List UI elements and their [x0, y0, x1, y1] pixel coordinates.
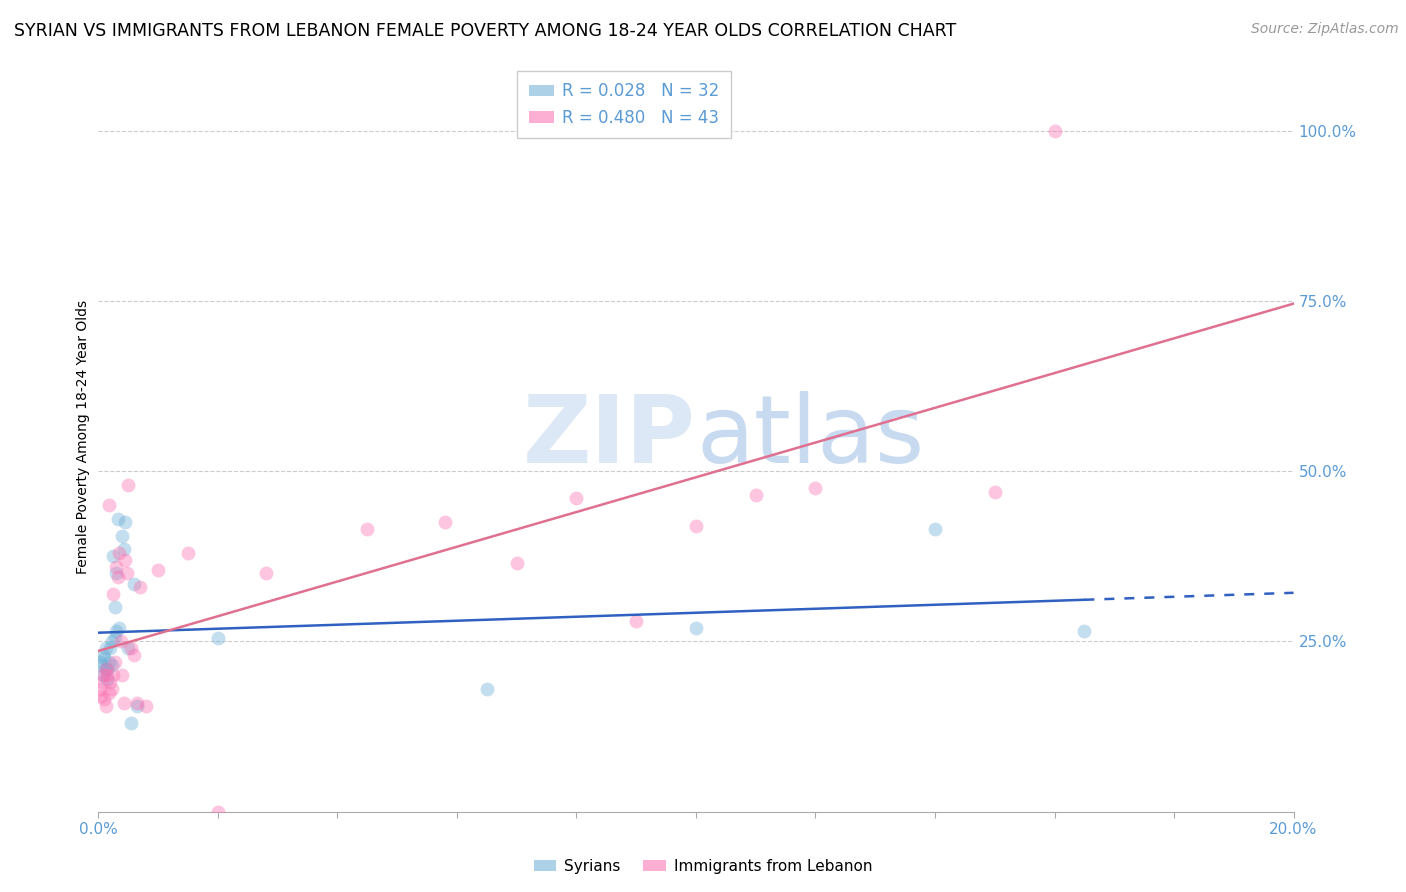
- Point: [127, 696, 149, 710]
- Point: [115, 566, 138, 581]
- Point: [90, 689, 112, 703]
- Point: [98, 655, 121, 669]
- Point: [207, 805, 229, 819]
- Point: [506, 556, 529, 570]
- Point: [984, 484, 1007, 499]
- Point: [804, 481, 827, 495]
- Point: [103, 600, 125, 615]
- Y-axis label: Female Poverty Among 18-24 Year Olds: Female Poverty Among 18-24 Year Olds: [76, 300, 90, 574]
- Point: [103, 668, 125, 682]
- Point: [107, 570, 129, 584]
- Point: [98, 675, 122, 690]
- Point: [110, 634, 132, 648]
- Point: [111, 529, 134, 543]
- Point: [685, 518, 707, 533]
- Point: [97, 685, 120, 699]
- Point: [117, 641, 139, 656]
- Point: [96, 699, 118, 714]
- Point: [107, 512, 129, 526]
- Point: [112, 696, 135, 710]
- Point: [96, 662, 118, 676]
- Point: [96, 641, 118, 656]
- Point: [100, 658, 122, 673]
- Text: SYRIAN VS IMMIGRANTS FROM LEBANON FEMALE POVERTY AMONG 18-24 YEAR OLDS CORRELATI: SYRIAN VS IMMIGRANTS FROM LEBANON FEMALE…: [14, 22, 956, 40]
- Point: [108, 546, 131, 560]
- Text: Source: ZipAtlas.com: Source: ZipAtlas.com: [1251, 22, 1399, 37]
- Point: [103, 549, 125, 564]
- Point: [1073, 624, 1095, 639]
- Point: [254, 566, 277, 581]
- Point: [96, 672, 118, 686]
- Legend: R = 0.028   N = 32, R = 0.480   N = 43: R = 0.028 N = 32, R = 0.480 N = 43: [517, 70, 731, 138]
- Point: [89, 682, 111, 697]
- Point: [148, 563, 170, 577]
- Point: [745, 488, 768, 502]
- Point: [105, 624, 128, 639]
- Point: [626, 614, 648, 628]
- Point: [114, 515, 136, 529]
- Point: [94, 662, 117, 676]
- Text: ZIP: ZIP: [523, 391, 696, 483]
- Point: [177, 546, 200, 560]
- Point: [91, 668, 114, 682]
- Point: [89, 655, 111, 669]
- Point: [685, 621, 707, 635]
- Point: [124, 648, 146, 662]
- Point: [93, 651, 115, 665]
- Point: [129, 580, 152, 594]
- Point: [434, 515, 457, 529]
- Legend: Syrians, Immigrants from Lebanon: Syrians, Immigrants from Lebanon: [527, 853, 879, 880]
- Point: [93, 692, 115, 706]
- Point: [112, 542, 135, 557]
- Point: [114, 552, 136, 566]
- Point: [91, 668, 114, 682]
- Point: [117, 477, 139, 491]
- Point: [124, 576, 146, 591]
- Point: [108, 621, 131, 635]
- Point: [100, 682, 122, 697]
- Point: [207, 631, 229, 645]
- Point: [356, 522, 378, 536]
- Point: [105, 566, 128, 581]
- Point: [90, 658, 112, 673]
- Point: [104, 631, 127, 645]
- Point: [111, 668, 134, 682]
- Point: [91, 648, 114, 662]
- Point: [96, 668, 118, 682]
- Point: [120, 716, 142, 731]
- Point: [565, 491, 588, 506]
- Text: atlas: atlas: [696, 391, 924, 483]
- Point: [91, 675, 114, 690]
- Point: [924, 522, 946, 536]
- Point: [135, 699, 157, 714]
- Point: [94, 662, 117, 676]
- Point: [104, 655, 127, 669]
- Point: [98, 498, 121, 512]
- Point: [475, 682, 498, 697]
- Point: [98, 641, 122, 656]
- Point: [120, 641, 142, 656]
- Point: [101, 634, 124, 648]
- Point: [127, 699, 149, 714]
- Point: [101, 587, 124, 601]
- Point: [105, 559, 128, 574]
- Point: [1043, 123, 1066, 137]
